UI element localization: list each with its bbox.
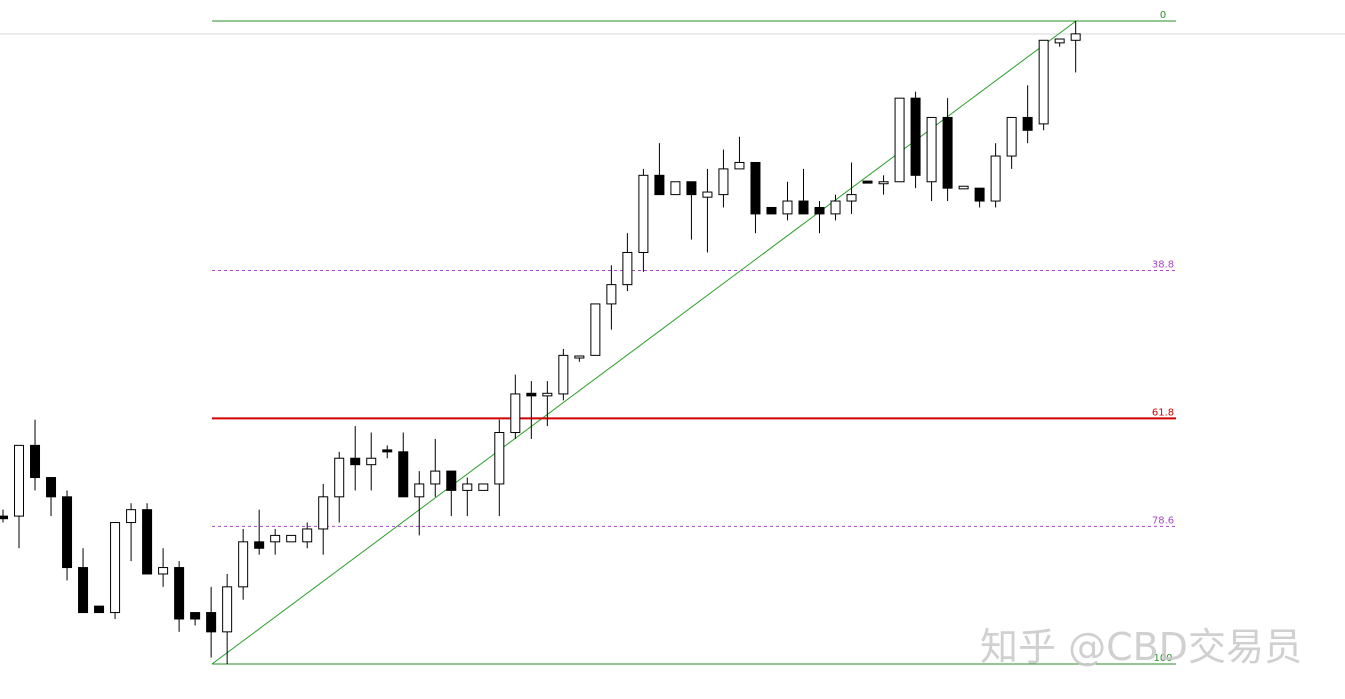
candle-body	[126, 509, 137, 524]
candle-body	[718, 168, 729, 196]
candle-body	[670, 181, 681, 196]
candle-body	[590, 303, 601, 356]
candle-body	[958, 185, 969, 190]
fib-levels: 0 38.8 61.8 78.6 100	[212, 10, 1176, 665]
candle-body	[798, 200, 809, 215]
candle-body	[1006, 116, 1017, 157]
candle-body	[206, 612, 217, 633]
candle-body	[286, 534, 297, 543]
candle-body	[734, 161, 745, 170]
candle-body	[1022, 116, 1033, 131]
watermark: 知乎 @CBD交易员	[980, 625, 1302, 669]
candle-body	[750, 161, 761, 215]
candle-body	[270, 534, 281, 543]
candle-body	[846, 194, 857, 202]
candle-body	[222, 586, 233, 633]
candle-body	[814, 206, 825, 215]
level-label: 61.8	[1152, 407, 1174, 418]
level-label: 100	[1153, 653, 1172, 664]
candle-body	[638, 174, 649, 253]
level-label: 78.6	[1152, 515, 1174, 526]
candle-body	[766, 206, 777, 215]
candle-body	[910, 97, 921, 176]
candle-body	[254, 541, 265, 549]
candles	[0, 21, 1081, 664]
candle-body	[0, 515, 8, 520]
candle-body	[46, 477, 57, 498]
candle-body	[430, 470, 441, 485]
candle-body	[446, 470, 457, 491]
candle-body	[558, 354, 569, 395]
candle-body	[382, 449, 393, 453]
candle-body	[862, 180, 873, 184]
candle-body	[478, 483, 489, 491]
candle-body	[1070, 33, 1081, 41]
candle-body	[158, 567, 169, 575]
candle-body	[782, 200, 793, 215]
candle-body	[110, 522, 121, 614]
candle-body	[1038, 39, 1049, 125]
candle-body	[142, 509, 153, 575]
candle-body	[94, 605, 105, 614]
candle-body	[926, 116, 937, 183]
candle-body	[686, 181, 697, 196]
candle-body	[334, 457, 345, 498]
candle-body	[462, 483, 473, 491]
candle-body	[174, 567, 185, 620]
candle-body	[1054, 38, 1065, 44]
candle-body	[542, 392, 553, 397]
candle-body	[622, 251, 633, 286]
candle-body	[78, 567, 89, 614]
candle-body	[574, 355, 585, 359]
candle-body	[510, 393, 521, 434]
candle-body	[14, 444, 25, 517]
candle-body	[974, 187, 985, 202]
candle-body	[62, 496, 73, 569]
candle-body	[30, 444, 41, 479]
candle-body	[526, 392, 537, 397]
candle-body	[350, 457, 361, 466]
candle-body	[990, 155, 1001, 202]
candle-body	[654, 174, 665, 196]
candle-body	[702, 191, 713, 198]
level-label: 38.8	[1152, 259, 1174, 270]
candle-body	[606, 284, 617, 305]
candle-body	[190, 612, 201, 620]
candle-body	[238, 541, 249, 588]
candle-body	[494, 432, 505, 485]
candle-body	[878, 181, 889, 185]
candle-body	[302, 528, 313, 543]
candle-body	[366, 457, 377, 466]
candle-body	[318, 496, 329, 530]
candle-body	[894, 97, 905, 183]
candle-body	[830, 200, 841, 215]
candle-body	[398, 451, 409, 498]
candle-body	[942, 116, 953, 189]
candle-body	[414, 483, 425, 498]
level-label: 0	[1160, 10, 1166, 21]
